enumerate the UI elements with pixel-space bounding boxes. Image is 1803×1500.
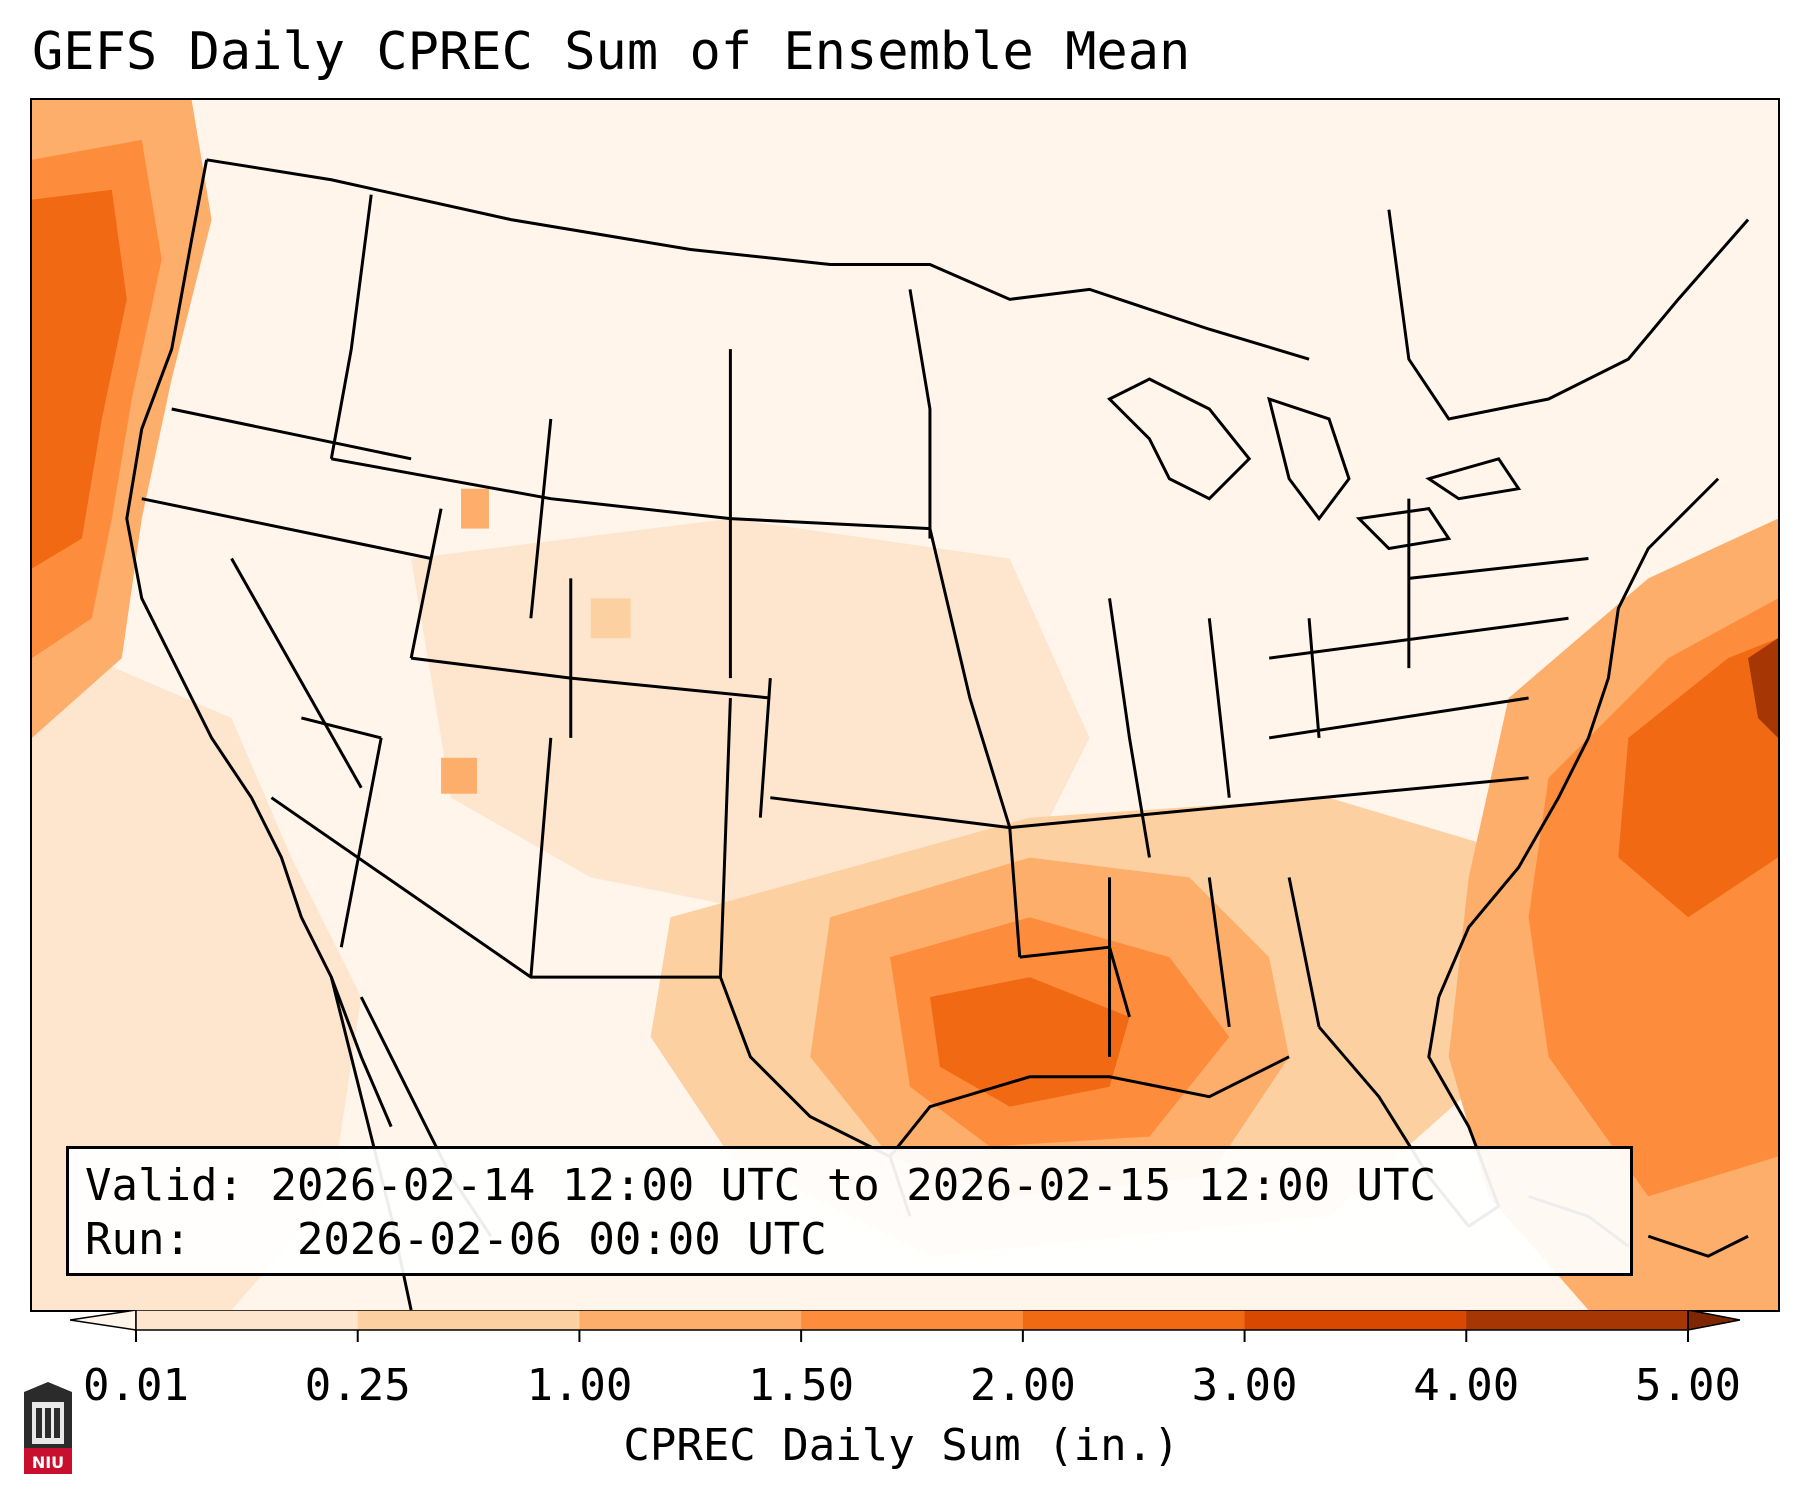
niu-logo: NIU (24, 1382, 72, 1474)
colorbar-tick-label: 1.00 (526, 1360, 633, 1411)
colorbar-tick-label: 4.00 (1413, 1360, 1520, 1411)
run-label: Run: (85, 1214, 191, 1265)
colorbar-tick-label: 5.00 (1635, 1360, 1741, 1411)
colorbar-tick-label: 0.25 (304, 1360, 411, 1411)
colorbar-segment (136, 1310, 359, 1330)
colorbar-segment (1466, 1310, 1689, 1330)
map-canvas (32, 100, 1778, 1310)
colorbar-tick-label: 2.00 (969, 1360, 1076, 1411)
svg-text:NIU: NIU (32, 1453, 64, 1472)
colorbar-segment (357, 1310, 580, 1330)
colorbar-tick-label: 0.01 (83, 1360, 189, 1411)
colorbar-segment (801, 1310, 1024, 1330)
colorbar-segment (1244, 1310, 1467, 1330)
precip-shading (32, 100, 1778, 1310)
run-value: 2026-02-06 00:00 UTC (296, 1214, 827, 1265)
colorbar-tick-label: 1.50 (748, 1360, 855, 1411)
validity-info-box: Valid: 2026-02-14 12:00 UTC to 2026-02-1… (66, 1146, 1633, 1276)
colorbar-segment (579, 1310, 802, 1330)
valid-label: Valid: (85, 1160, 244, 1211)
colorbar-label: CPREC Daily Sum (in.) (623, 1420, 1180, 1471)
colorbar (70, 1310, 1740, 1342)
map-title: GEFS Daily CPREC Sum of Ensemble Mean (32, 22, 1191, 82)
colorbar-segment (1022, 1310, 1246, 1330)
valid-row: Valid: 2026-02-14 12:00 UTC to 2026-02-1… (85, 1159, 1614, 1213)
run-row: Run: 2026-02-06 00:00 UTC (85, 1213, 1614, 1267)
precipitation-map (30, 98, 1780, 1312)
valid-value: 2026-02-14 12:00 UTC to 2026-02-15 12:00… (270, 1160, 1437, 1211)
colorbar-extend-low (70, 1310, 137, 1331)
colorbar-extend-high (1687, 1310, 1740, 1331)
colorbar-tick-label: 3.00 (1191, 1360, 1298, 1411)
